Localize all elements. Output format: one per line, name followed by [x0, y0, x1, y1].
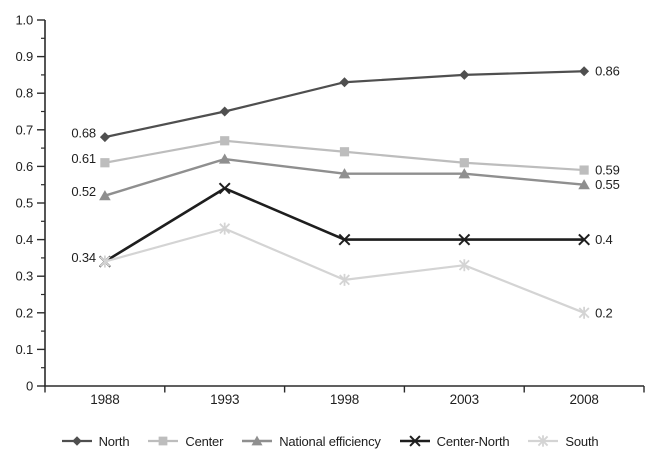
svg-text:1993: 1993: [210, 392, 239, 407]
svg-text:0.2: 0.2: [595, 305, 612, 320]
diamond-icon: [61, 436, 92, 446]
svg-text:0.2: 0.2: [16, 305, 33, 320]
svg-text:0.9: 0.9: [16, 49, 33, 64]
svg-text:0.5: 0.5: [16, 196, 33, 211]
legend-item-center: Center: [148, 434, 223, 449]
svg-text:0.61: 0.61: [71, 151, 96, 166]
svg-text:0.6: 0.6: [16, 159, 33, 174]
legend-label-center-north: Center-North: [436, 433, 510, 449]
svg-text:0.3: 0.3: [16, 269, 33, 284]
svg-text:0: 0: [26, 379, 33, 394]
svg-text:0.68: 0.68: [71, 126, 96, 141]
legend-item-north: North: [61, 433, 130, 449]
svg-text:0.8: 0.8: [16, 86, 33, 101]
svg-text:0.86: 0.86: [595, 64, 620, 79]
legend-label-north: North: [98, 433, 130, 449]
svg-text:0.34: 0.34: [71, 250, 96, 265]
svg-text:1.0: 1.0: [16, 13, 33, 28]
svg-text:0.59: 0.59: [595, 163, 620, 178]
legend-label-national-efficiency: National efficiency: [279, 433, 381, 449]
svg-text:0.4: 0.4: [16, 232, 33, 247]
svg-text:2003: 2003: [450, 392, 479, 407]
svg-text:1998: 1998: [330, 392, 359, 407]
svg-text:2008: 2008: [569, 392, 598, 407]
square-icon: [148, 436, 179, 446]
svg-text:1988: 1988: [90, 392, 119, 407]
asterisk-icon: [528, 435, 559, 447]
svg-text:0.7: 0.7: [16, 122, 33, 137]
legend-item-center-north: Center-North: [399, 433, 510, 449]
legend: North Center National efficiency Center-…: [0, 427, 660, 455]
triangle-icon: [242, 435, 273, 446]
svg-text:0.55: 0.55: [595, 177, 620, 192]
legend-label-center: Center: [185, 433, 224, 449]
legend-item-south: South: [528, 433, 599, 449]
legend-item-national-efficiency: National efficiency: [242, 433, 381, 449]
svg-text:0.4: 0.4: [595, 232, 612, 247]
svg-text:0.52: 0.52: [71, 184, 96, 199]
line-chart: 0 0.1 0.2 0.3 0.4 0.5 0.6 0.7 0.8 0.9 1.0 1988 1993 1…: [16, 13, 645, 407]
x-icon: [399, 435, 430, 447]
svg-text:0.1: 0.1: [16, 342, 33, 357]
legend-label-south: South: [565, 433, 599, 449]
